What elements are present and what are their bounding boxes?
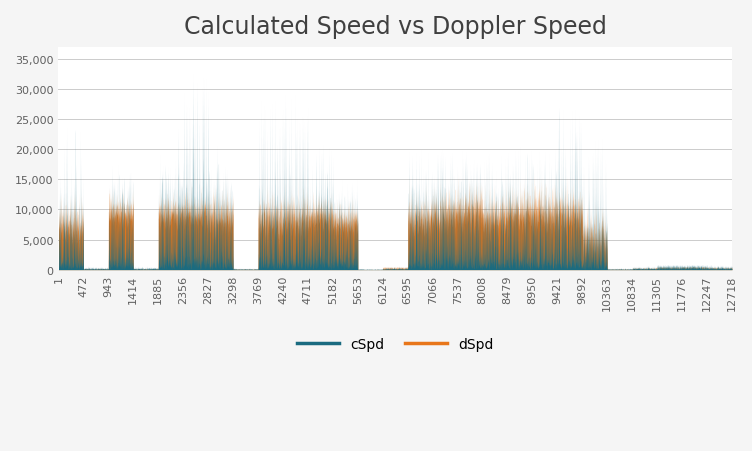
Legend: cSpd, dSpd: cSpd, dSpd [292,331,499,356]
Title: Calculated Speed vs Doppler Speed: Calculated Speed vs Doppler Speed [183,15,607,39]
